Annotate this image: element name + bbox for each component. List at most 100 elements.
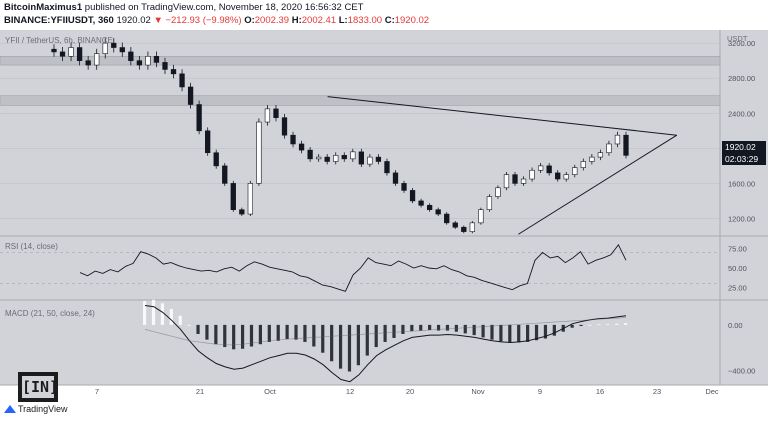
candle-body — [256, 121, 262, 184]
macd-histogram-bar — [374, 324, 378, 348]
candle-body — [589, 156, 595, 162]
rsi-tick-label: 25.00 — [728, 283, 747, 292]
candle-body — [606, 143, 612, 154]
macd-histogram-bar — [526, 324, 530, 342]
candle-body — [281, 117, 288, 136]
macd-tick-label: −400.00 — [728, 366, 755, 375]
macd-histogram-bar — [276, 324, 280, 341]
macd-title: MACD (21, 50, close, 24) — [5, 309, 95, 318]
macd-histogram-bar — [481, 324, 485, 338]
candle-body — [213, 152, 219, 167]
candle-body — [247, 183, 254, 215]
time-tick-label: 16 — [596, 387, 604, 396]
tradingview-brand[interactable]: TradingView — [4, 404, 68, 414]
price-change: ▼ −212.93 (−9.98%) — [153, 15, 242, 26]
macd-histogram-bar — [232, 324, 236, 350]
price-tick-label: 2400.00 — [728, 109, 755, 118]
macd-histogram-bar — [312, 324, 316, 347]
macd-histogram-bar — [205, 324, 209, 340]
author-name[interactable]: BitcoinMaximus1 — [4, 2, 83, 13]
candle-body — [170, 69, 177, 75]
candle-body — [418, 200, 424, 206]
macd-histogram-bar — [187, 324, 191, 326]
macd-histogram-bar — [490, 324, 494, 340]
macd-signal-line — [144, 317, 627, 346]
macd-histogram-bar — [196, 324, 200, 334]
candle-body — [179, 73, 185, 88]
candle-body — [572, 167, 578, 175]
macd-line — [144, 305, 627, 383]
candle-body — [478, 209, 484, 224]
macd-histogram-bar — [570, 324, 574, 328]
candle-body — [375, 156, 382, 162]
macd-histogram-bar — [267, 324, 271, 342]
chart-background — [0, 30, 720, 385]
macd-histogram-bar — [419, 324, 423, 331]
macd-histogram-bar — [436, 324, 441, 331]
candle-body — [102, 42, 108, 54]
candle-body — [324, 156, 330, 162]
macd-pane: 0.00 −400.00 — [143, 299, 755, 383]
publisher-line: BitcoinMaximus1 published on TradingView… — [4, 2, 363, 13]
candle-body — [333, 155, 339, 162]
time-tick-label: Nov — [471, 387, 485, 396]
time-tick-label: 20 — [406, 387, 414, 396]
candle-body — [409, 190, 416, 202]
macd-histogram-bar — [428, 324, 432, 330]
macd-histogram-bar — [463, 324, 467, 334]
time-tick-label: Oct — [264, 387, 277, 396]
macd-histogram-bar — [615, 323, 619, 325]
open-value: 2002.39 — [254, 15, 290, 26]
ohlc-line: BINANCE:YFIIUSDT, 360 1920.02 ▼ −212.93 … — [4, 15, 429, 26]
macd-histogram-bar — [383, 324, 387, 342]
macd-histogram-bar — [169, 308, 173, 325]
candle-body — [461, 226, 467, 232]
candle-body — [51, 48, 57, 53]
candle-body — [555, 172, 561, 180]
price-tick-label: 1200.00 — [728, 214, 755, 223]
macd-histogram-bar — [517, 324, 521, 343]
candle-body — [136, 60, 143, 66]
candle-body — [290, 134, 296, 145]
price-scale-background — [720, 30, 768, 385]
candle-body — [367, 156, 373, 165]
time-tick-label: 12 — [346, 387, 354, 396]
ascending-trendline — [518, 134, 678, 235]
tradingview-label: TradingView — [18, 404, 68, 414]
candle-body — [162, 62, 168, 70]
candle-body — [452, 222, 458, 228]
macd-histogram-bar — [508, 324, 512, 343]
macd-histogram-bar — [534, 324, 539, 341]
candle-body — [153, 55, 160, 63]
close-label: C: — [384, 15, 395, 26]
candle-body — [623, 134, 629, 156]
candle-body — [119, 47, 125, 53]
resistance-zone — [0, 55, 721, 66]
candle-body — [469, 222, 475, 232]
macd-histogram-bar — [597, 324, 601, 326]
candle-body — [426, 205, 433, 211]
candle-body — [444, 213, 450, 224]
symbol-label: BINANCE:YFIIUSDT, 360 — [4, 15, 114, 26]
rsi-line — [79, 243, 627, 292]
macd-histogram-bar — [338, 324, 343, 369]
candle-body — [230, 183, 236, 211]
low-label: L: — [338, 15, 348, 26]
macd-histogram-bar — [249, 324, 254, 347]
macd-histogram-bar — [445, 324, 450, 331]
macd-histogram-bar — [401, 324, 405, 334]
time-tick-label: Dec — [705, 387, 719, 396]
macd-histogram-bar — [365, 324, 369, 356]
candle-body — [59, 51, 66, 57]
macd-histogram-bar — [624, 323, 628, 325]
candle-body — [111, 42, 117, 48]
candle-body — [614, 134, 621, 145]
macd-histogram-bar — [285, 324, 289, 340]
candle-body — [187, 86, 194, 105]
macd-histogram-bar — [258, 324, 262, 345]
tradingview-icon — [4, 405, 16, 413]
high-value: 2002.41 — [301, 15, 337, 26]
candle-body — [597, 152, 604, 158]
macd-histogram-bar — [499, 324, 503, 342]
